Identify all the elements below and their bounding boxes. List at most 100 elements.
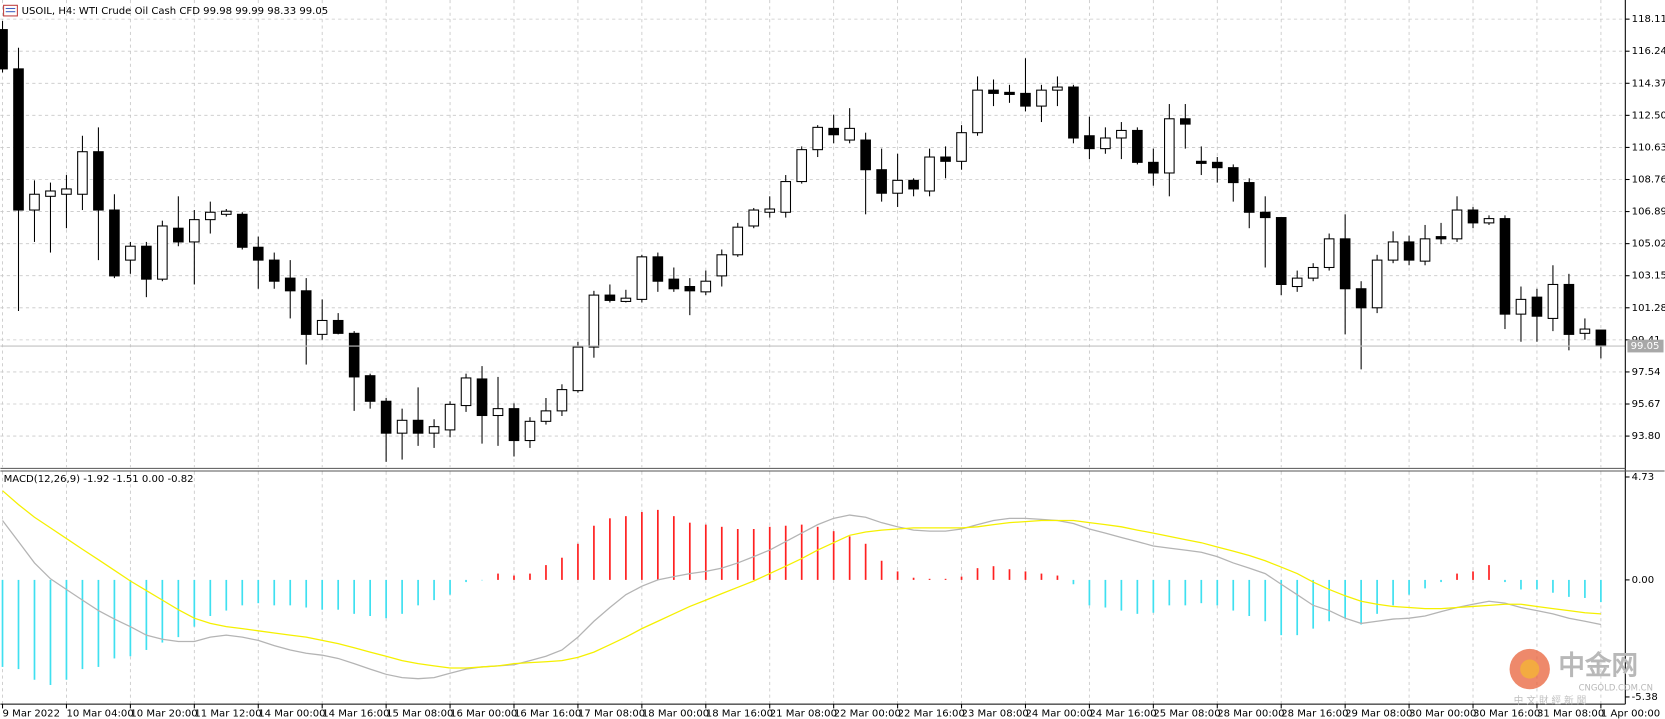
x-tick-label: 28 Mar 16:00 <box>1281 709 1348 719</box>
y-tick-label: 114.37 <box>1632 78 1665 89</box>
candle-body <box>284 277 296 292</box>
candle <box>908 178 919 197</box>
candle <box>1116 122 1127 160</box>
candle <box>189 210 200 285</box>
candle-body <box>908 179 919 190</box>
candle-body <box>588 294 600 348</box>
candle <box>1307 263 1319 282</box>
candle <box>252 236 264 289</box>
candle-body <box>1307 266 1319 279</box>
candle <box>812 125 823 158</box>
candle-body <box>141 245 152 280</box>
x-tick-label: 10 Mar 04:00 <box>66 709 133 719</box>
candle-body <box>93 151 104 211</box>
candle-body <box>173 227 184 243</box>
x-tick-label: 25 Mar 08:00 <box>1153 709 1220 719</box>
candle-body <box>652 256 664 282</box>
candle-body <box>764 208 776 213</box>
candle <box>1259 196 1271 268</box>
candle-body <box>380 400 392 434</box>
candle-body <box>556 389 568 412</box>
y-tick-label: 97.54 <box>1632 367 1661 378</box>
candle <box>860 132 871 215</box>
watermark: 中金网 CNGOLD.COM.CN 中 文 財 經 新 聞 <box>1509 648 1653 706</box>
candle-body <box>1403 241 1415 261</box>
candle <box>125 241 136 274</box>
candle <box>157 220 168 282</box>
candle <box>1419 224 1431 266</box>
x-tick-label: 21 Mar 08:00 <box>770 709 837 719</box>
candle-body <box>1052 86 1063 91</box>
candle-body <box>189 219 200 243</box>
candle-body <box>1259 211 1271 219</box>
x-tick-label: 14 Mar 16:00 <box>322 709 389 719</box>
candle <box>716 249 728 287</box>
candle-body <box>1243 182 1255 213</box>
y-tick-label: 112.50 <box>1632 110 1665 121</box>
candle <box>109 194 120 279</box>
y-tick-label: 103.15 <box>1632 271 1665 282</box>
candle-body <box>45 190 56 197</box>
candle <box>892 153 903 207</box>
candle <box>93 127 104 261</box>
candle <box>988 79 999 107</box>
y-tick-label: -5.38 <box>1632 692 1658 703</box>
candle-body <box>1451 209 1463 240</box>
price-tag <box>1627 339 1664 353</box>
candle-body <box>780 181 792 213</box>
candle <box>508 403 520 457</box>
candle-body <box>1020 92 1031 107</box>
watermark-name: 中金网 <box>1558 650 1638 681</box>
candle-body <box>700 280 712 293</box>
candle-body <box>1227 167 1239 184</box>
y-tick-label: 101.28 <box>1632 303 1665 314</box>
candle-body <box>332 319 344 334</box>
y-tick-label: 4.73 <box>1632 472 1654 483</box>
watermark-site: CNGOLD.COM.CN <box>1579 684 1653 694</box>
candle <box>1211 157 1223 183</box>
candle <box>684 278 696 316</box>
candle-body <box>396 419 408 434</box>
candle-body <box>524 420 536 442</box>
candle <box>876 148 887 202</box>
candle-body <box>220 210 232 215</box>
candle-body <box>1563 283 1575 335</box>
candle <box>1435 222 1447 245</box>
candle-body <box>1323 238 1335 269</box>
x-tick-label: 16 Mar 00:00 <box>450 709 517 719</box>
candle-body <box>1467 209 1479 224</box>
x-tick-label: 17 Mar 08:00 <box>578 709 645 719</box>
candle <box>1132 127 1143 165</box>
candle <box>220 209 232 217</box>
candle-body <box>844 127 855 141</box>
candle <box>476 366 488 444</box>
candle <box>636 254 648 303</box>
watermark-tagline: 中 文 財 經 新 聞 <box>1514 694 1586 706</box>
candle-body <box>476 378 488 417</box>
candle-body <box>1084 135 1095 150</box>
y-tick-label: 0.00 <box>1632 575 1654 586</box>
candle <box>316 299 328 340</box>
candle-body <box>1195 160 1207 164</box>
candle <box>1371 254 1383 314</box>
candle <box>141 241 152 298</box>
candle-body <box>684 285 696 292</box>
candle-body <box>460 377 472 407</box>
candle <box>412 387 424 446</box>
candle-body <box>77 151 88 195</box>
candle-body <box>988 89 999 94</box>
x-tick-label: 23 Mar 08:00 <box>962 709 1029 719</box>
candle <box>1020 58 1031 112</box>
candle <box>572 341 584 393</box>
candle-body <box>668 278 680 290</box>
candle <box>45 182 56 253</box>
candle-body <box>252 246 264 261</box>
grid-layer <box>0 0 1626 705</box>
candle-body <box>61 188 72 195</box>
indicator-line <box>2 490 1601 669</box>
candle <box>1547 265 1559 332</box>
y-tick-label: 105.02 <box>1632 239 1665 250</box>
candle <box>940 146 951 179</box>
candle <box>796 146 808 184</box>
candle-body <box>1179 118 1191 125</box>
